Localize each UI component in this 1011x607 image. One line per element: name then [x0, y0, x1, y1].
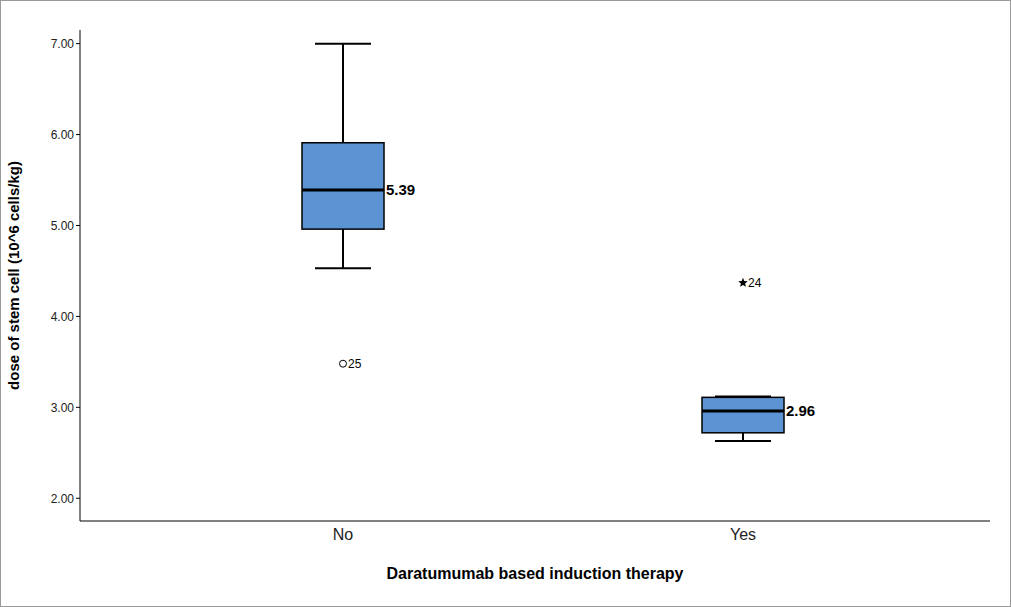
svg-text:Yes: Yes — [730, 526, 756, 543]
svg-text:dose of stem cell (10^6 cells/: dose of stem cell (10^6 cells/kg) — [8, 161, 22, 390]
svg-text:3.00: 3.00 — [51, 401, 75, 415]
svg-text:25: 25 — [348, 357, 362, 371]
svg-text:4.00: 4.00 — [51, 310, 75, 324]
svg-text:Daratumumab based induction th: Daratumumab based induction therapy — [387, 565, 684, 582]
svg-text:2.00: 2.00 — [51, 492, 75, 506]
svg-text:24: 24 — [748, 276, 762, 290]
svg-text:6.00: 6.00 — [51, 128, 75, 142]
svg-text:5.39: 5.39 — [386, 181, 415, 198]
svg-text:2.96: 2.96 — [786, 402, 815, 419]
svg-text:7.00: 7.00 — [51, 37, 75, 51]
svg-text:5.00: 5.00 — [51, 219, 75, 233]
svg-text:No: No — [333, 526, 354, 543]
